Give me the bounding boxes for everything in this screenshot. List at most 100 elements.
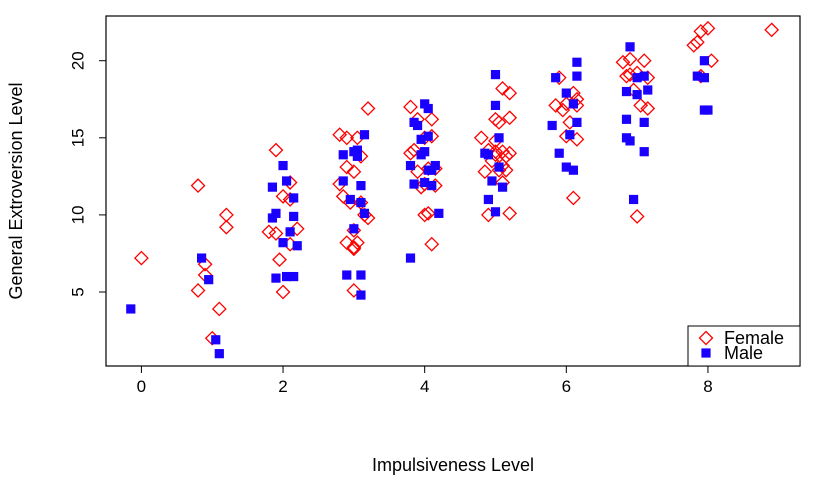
female-point [502, 205, 518, 221]
male-point [621, 86, 632, 97]
male-point [420, 147, 430, 157]
male-point [356, 290, 366, 300]
male-point [338, 176, 348, 186]
female-point [689, 34, 705, 50]
male-point [703, 105, 713, 115]
y-tick-label: 10 [69, 205, 88, 224]
x-tick-label: 2 [278, 377, 287, 396]
series-male [126, 42, 713, 359]
female-point [190, 178, 206, 194]
male-point [547, 120, 557, 131]
male-point [568, 165, 578, 175]
male-point [434, 208, 444, 218]
female-point [686, 37, 702, 53]
legend-label-male: Male [724, 343, 763, 363]
male-point [352, 145, 362, 155]
male-point [214, 349, 224, 359]
y-tick-label: 5 [69, 287, 88, 296]
female-point [218, 219, 234, 235]
legend-label-female: Female [724, 328, 784, 348]
female-point [268, 142, 284, 158]
male-point [359, 208, 370, 218]
female-point [346, 241, 362, 257]
male-point [692, 71, 702, 81]
female-point [272, 252, 287, 268]
female-point [261, 224, 277, 240]
female-point [498, 148, 514, 164]
x-tick-label: 6 [562, 377, 571, 396]
male-point [423, 103, 433, 114]
male-point [487, 176, 497, 186]
female-point [268, 225, 284, 241]
y-axis: 5 10 15 20 [69, 51, 106, 297]
male-point [639, 117, 649, 127]
female-point [502, 110, 518, 126]
male-point [356, 181, 366, 191]
x-tick-label: 8 [703, 377, 712, 396]
female-point [346, 164, 362, 180]
female-point [332, 127, 348, 143]
female-point [289, 221, 305, 237]
male-point [554, 148, 564, 158]
female-point [622, 67, 638, 83]
male-point [345, 194, 355, 205]
female-point [565, 190, 581, 206]
male-point [197, 253, 207, 263]
male-point [430, 160, 440, 171]
male-point [497, 182, 508, 192]
female-point [360, 101, 376, 116]
male-point [572, 117, 582, 127]
male-point [126, 304, 136, 314]
male-point [271, 273, 281, 283]
male-point [490, 100, 501, 111]
female-point [275, 188, 291, 204]
female-point [403, 99, 418, 115]
male-point [352, 151, 362, 161]
plot-frame [105, 15, 801, 367]
male-point [494, 133, 504, 143]
male-point [643, 85, 653, 95]
male-point [204, 275, 214, 285]
y-tick-label: 15 [69, 128, 88, 147]
female-point [346, 283, 362, 298]
male-point [699, 73, 709, 83]
male-point [281, 271, 292, 282]
female-point [424, 236, 440, 252]
male-point [356, 270, 366, 280]
male-point [420, 99, 430, 109]
male-point [289, 271, 299, 282]
male-point [342, 270, 352, 280]
male-point [427, 165, 437, 175]
male-point [639, 71, 649, 81]
male-point [289, 211, 299, 222]
male-point [621, 114, 632, 124]
male-point [356, 197, 366, 208]
female-point [133, 250, 149, 266]
male-point [568, 99, 578, 109]
male-point [416, 134, 426, 144]
female-point [403, 145, 418, 161]
female-point [473, 130, 489, 146]
female-point [424, 111, 440, 127]
male-point [359, 130, 370, 140]
y-tick-label: 20 [69, 51, 88, 70]
legend-marker-female [698, 330, 714, 346]
male-point [551, 73, 561, 83]
male-point [572, 57, 582, 67]
male-point [285, 227, 295, 237]
male-point [405, 253, 416, 263]
female-point [502, 145, 518, 161]
male-point [494, 162, 504, 172]
male-point [267, 182, 278, 192]
male-point [409, 179, 419, 189]
male-point [211, 335, 221, 345]
male-point [628, 194, 639, 205]
data-points [126, 20, 780, 359]
female-point [420, 205, 436, 221]
series-female [133, 20, 780, 346]
y-axis-label: General Extroversion Level [6, 82, 26, 299]
female-point [339, 130, 355, 146]
female-point [640, 101, 656, 116]
female-point [615, 54, 631, 70]
